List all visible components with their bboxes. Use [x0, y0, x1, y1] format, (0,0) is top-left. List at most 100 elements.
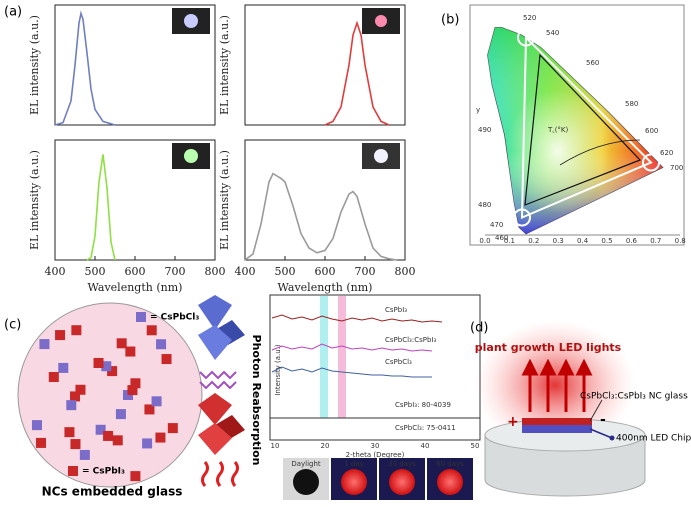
glass-circle — [17, 302, 203, 488]
annotation: T꜀(°K) — [547, 126, 569, 134]
nanocrystal — [64, 427, 75, 438]
y-axis-label: EL intensity (a.u.) — [218, 150, 231, 250]
x-tick-label: 700 — [165, 265, 186, 278]
x-tick-label: 600 — [125, 265, 146, 278]
xrd-plot — [269, 294, 481, 441]
legend-label: CsPbCl₃: 75-0411 — [395, 424, 456, 432]
nanocrystal — [70, 439, 81, 450]
electrode-sign: + — [507, 414, 519, 430]
nanocrystal — [71, 325, 82, 336]
photo-label: 30 days — [388, 460, 416, 468]
nanocrystal — [142, 438, 153, 449]
nanocrystal — [115, 409, 126, 420]
wavelength-label: 470 — [490, 221, 503, 229]
annotation: 400nm LED Chip — [616, 434, 691, 444]
spectrum-line — [324, 20, 390, 126]
photo-sample — [341, 469, 367, 495]
legend-label: CsPbCl₃ — [385, 358, 412, 366]
nanocrystal — [103, 430, 114, 441]
spectrum-line — [244, 172, 398, 261]
title: plant growth LED lights — [475, 341, 622, 354]
wavelength-label: 520 — [523, 14, 536, 22]
vertical-label: Photon Reabsorption — [250, 335, 263, 466]
legend-swatch — [136, 312, 146, 322]
nanocrystal — [79, 449, 90, 460]
legend-label: CsPbCl₃:CsPbI₃ — [385, 336, 436, 344]
x-tick-label: 0.1 — [504, 237, 515, 245]
panel-label: (b) — [441, 13, 459, 28]
x-tick-label: 50 — [471, 442, 480, 450]
wavelength-label: 540 — [546, 29, 559, 37]
spectrum-line — [86, 154, 116, 261]
nanocrystal — [116, 338, 127, 349]
photo-sample — [437, 469, 463, 495]
x-tick-label: 0.3 — [553, 237, 564, 245]
nanocrystal — [55, 330, 66, 341]
nanocrystal — [125, 346, 136, 357]
nanocrystal — [39, 339, 50, 350]
x-tick-label: 0.5 — [601, 237, 612, 245]
electrode-sign: - — [600, 412, 606, 428]
nanocrystal — [66, 400, 77, 411]
wavelength-label: 560 — [586, 59, 599, 67]
x-axis-label: 2-theta (Degree) — [346, 451, 405, 459]
nanocrystal — [151, 396, 162, 407]
nanocrystal — [95, 424, 106, 435]
nanocrystal — [36, 437, 47, 448]
photo-label: Daylight — [291, 460, 321, 468]
x-tick-label: 0.0 — [479, 237, 490, 245]
nanocrystal — [130, 471, 141, 482]
nanocrystal — [107, 366, 118, 377]
photo-sample — [389, 469, 415, 495]
y-axis-label: y — [476, 106, 480, 114]
x-tick-label: 20 — [321, 442, 330, 450]
wavelength-label: 580 — [625, 100, 638, 108]
nanocrystal — [155, 432, 166, 443]
caption: NCs embedded glass — [42, 485, 183, 499]
nanocrystal — [101, 361, 112, 372]
cie-diagram — [469, 4, 685, 246]
x-tick-label: 30 — [371, 442, 380, 450]
x-tick-label: 400 — [235, 265, 256, 278]
spectrum-line — [54, 10, 116, 126]
nanocrystal — [167, 423, 178, 434]
wavelength-label: 620 — [660, 149, 673, 157]
nanocrystal — [112, 435, 123, 446]
x-tick-label: 400 — [45, 265, 66, 278]
x-tick-label: 600 — [315, 265, 336, 278]
x-tick-label: 0.8 — [675, 237, 686, 245]
y-axis-label: Intensity (a.u.) — [274, 344, 282, 396]
x-tick-label: 0.7 — [650, 237, 661, 245]
wavelength-label: 460 — [495, 234, 508, 242]
panel-label: (a) — [4, 5, 22, 20]
x-axis-label: Wavelength (nm) — [88, 281, 183, 294]
y-axis-label: EL intensity (a.u.) — [28, 15, 41, 115]
nanocrystal — [161, 354, 172, 365]
nanocrystal — [31, 420, 42, 431]
panel-label: (c) — [4, 318, 21, 333]
wavelength-label: 490 — [478, 126, 491, 134]
x-tick-label: 500 — [275, 265, 296, 278]
nanocrystal — [93, 357, 104, 368]
x-tick-label: 700 — [355, 265, 376, 278]
nanocrystal — [127, 385, 138, 396]
wavelength-label: 480 — [478, 201, 491, 209]
nanocrystal — [70, 391, 81, 402]
nanocrystal — [75, 384, 86, 395]
crystal-structures — [198, 295, 245, 487]
y-axis-label: EL intensity (a.u.) — [218, 15, 231, 115]
nanocrystals — [31, 325, 178, 482]
led-illustration — [475, 320, 646, 497]
panel-label: (d) — [470, 321, 488, 336]
x-tick-label: 800 — [395, 265, 416, 278]
photo-label: 1 day — [344, 460, 364, 468]
nanocrystal — [146, 325, 157, 336]
wavelength-label: 600 — [645, 127, 658, 135]
x-tick-label: 40 — [421, 442, 430, 450]
legend-label: CsPbI₃: 80-4039 — [395, 401, 451, 409]
nanocrystal — [48, 372, 59, 383]
legend-swatch — [68, 466, 78, 476]
legend-label: = CsPbCl₃ — [150, 313, 199, 323]
nanocrystal — [144, 404, 155, 415]
